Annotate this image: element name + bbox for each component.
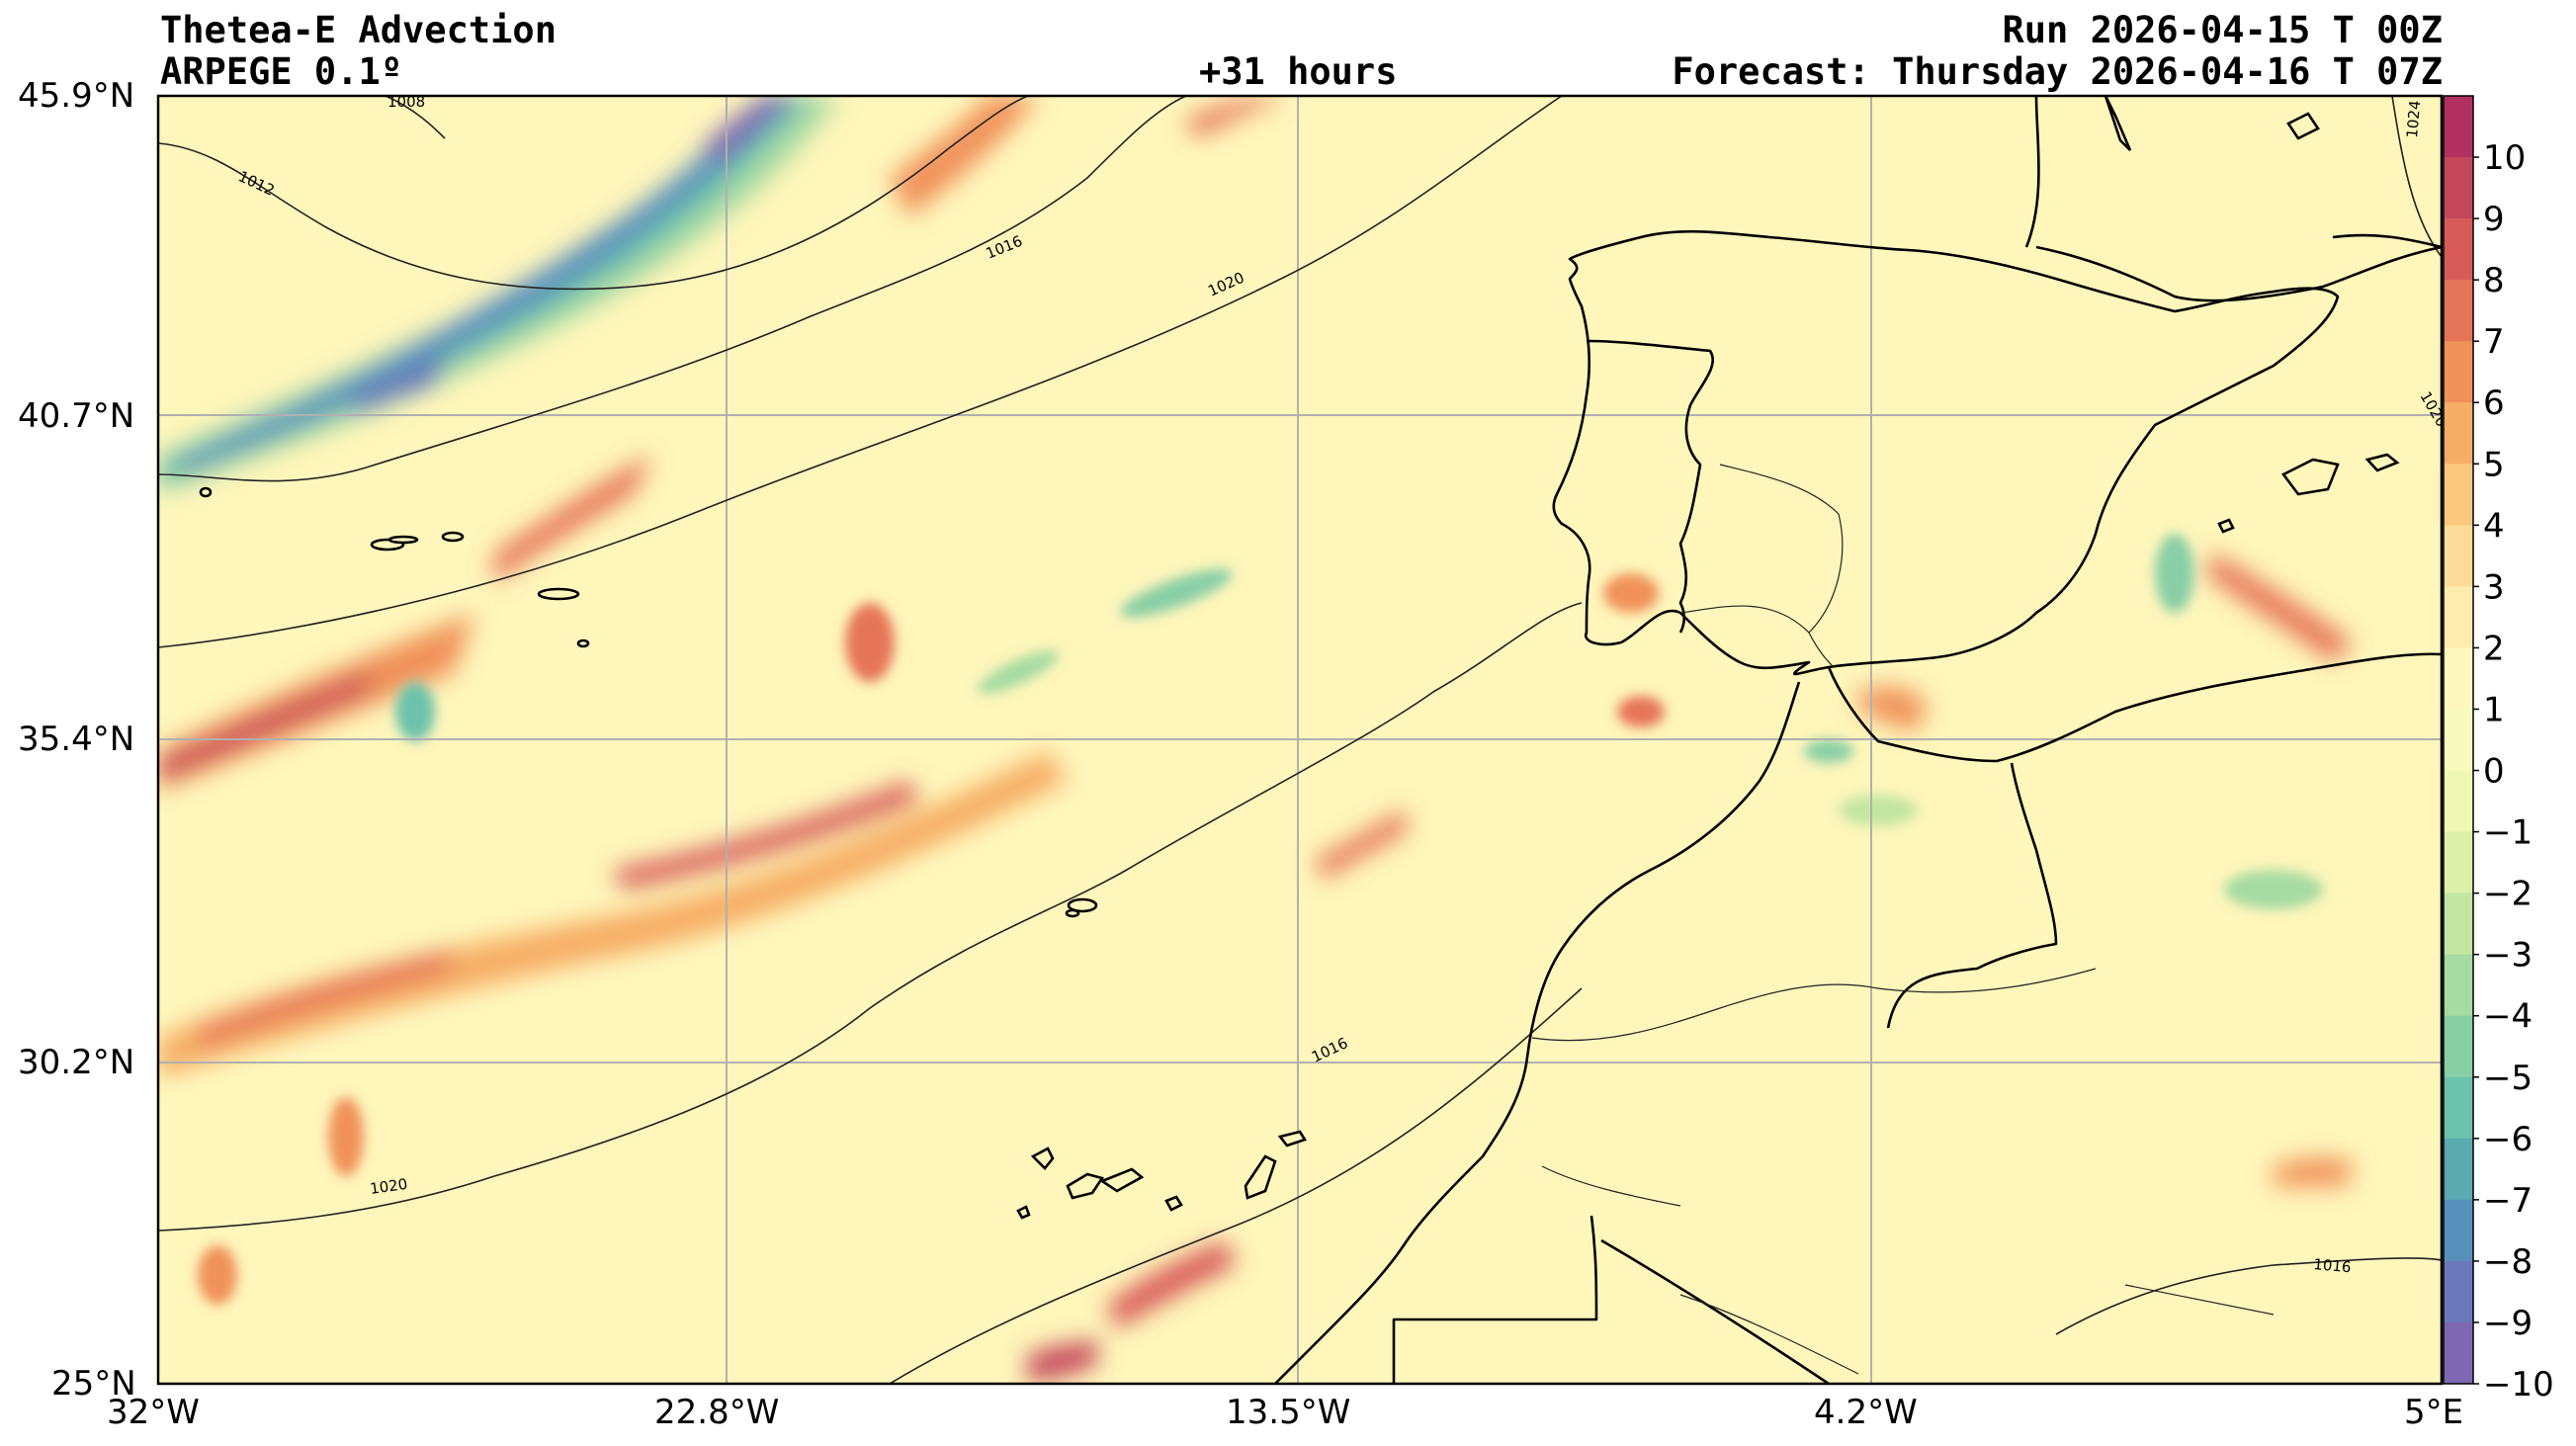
colorbar-label: 8: [2483, 261, 2505, 300]
colorbar-label: −5: [2483, 1059, 2533, 1098]
islands: [199, 96, 2400, 1220]
colorbar-segment: [2444, 954, 2473, 1017]
lat-tick-label: 30.2°N: [18, 1043, 135, 1082]
lon-tick-label: 5°E: [2404, 1393, 2464, 1432]
lat-tick-label: 35.4°N: [18, 720, 135, 759]
colorbar-label: 5: [2483, 445, 2505, 484]
plot-frame: [156, 94, 2444, 1386]
colorbar-segment: [2444, 1138, 2473, 1201]
colorbar-label: 1: [2483, 690, 2505, 729]
isobar-label: 1016: [2313, 1255, 2353, 1276]
lat-tick-label: 25°N: [51, 1364, 136, 1403]
colorbar-segment: [2444, 1076, 2473, 1140]
colorbar-segment: [2444, 218, 2473, 281]
colorbar-label: 10: [2483, 138, 2526, 178]
isobar-label: 1024: [2403, 100, 2424, 139]
lon-tick-label: 22.8°W: [654, 1393, 780, 1432]
model-label: ARPEGE 0.1º: [160, 50, 403, 93]
colorbar-label: −4: [2483, 997, 2533, 1037]
colorbar-label: −9: [2483, 1304, 2533, 1343]
colorbar-segment: [2444, 280, 2473, 342]
colorbar-label: 4: [2483, 506, 2505, 546]
colorbar-segment: [2444, 157, 2473, 219]
colorbar-segment: [2444, 647, 2473, 710]
colorbar-label: −10: [2483, 1365, 2554, 1404]
colorbar-segment: [2444, 464, 2473, 526]
colorbar-segment: [2444, 525, 2473, 587]
convective-cells: [198, 534, 2323, 1305]
lon-tick-label: 4.2°W: [1814, 1393, 1918, 1432]
positive-advection-bands: [158, 96, 2353, 1384]
colorbar-label: −3: [2483, 936, 2533, 976]
colorbar-segment: [2444, 1015, 2473, 1078]
colorbar-segment: [2444, 1260, 2473, 1323]
colorbar-label: −7: [2483, 1181, 2533, 1221]
colorbar-label: −1: [2483, 813, 2533, 853]
lon-tick-label: 32°W: [107, 1393, 200, 1432]
lead-time-label: +31 hours: [1199, 50, 1398, 93]
negative-advection-band: [158, 96, 840, 494]
colorbar-segment: [2444, 770, 2473, 833]
colorbar-segment: [2444, 831, 2473, 894]
map-title: Thetea-E Advection: [160, 9, 557, 51]
colorbar-segment: [2444, 893, 2473, 956]
colorbar-segment: [2444, 402, 2473, 465]
colorbar-label: 7: [2483, 322, 2505, 362]
isobar-label: 1008: [387, 93, 425, 111]
lat-tick-label: 40.7°N: [18, 396, 135, 436]
advection-field: 1008 1012 1016 1020 1016 1020 1016 1024 …: [158, 93, 2442, 1384]
lat-tick-label: 45.9°N: [18, 76, 135, 116]
isobars: [158, 96, 2442, 1384]
colorbar-label: 3: [2483, 567, 2505, 607]
forecast-label: Forecast: Thursday 2026-04-16 T 07Z: [1672, 50, 2443, 93]
lon-tick-label: 13.5°W: [1226, 1393, 1351, 1432]
colorbar-label: 0: [2483, 752, 2505, 792]
graticule: [158, 96, 2442, 1384]
run-label: Run 2026-04-15 T 00Z: [2002, 9, 2443, 51]
colorbar-segment: [2444, 709, 2473, 772]
colorbar-label: 2: [2483, 629, 2505, 668]
colorbar-label: 9: [2483, 200, 2505, 239]
colorbar-label: −8: [2483, 1242, 2533, 1282]
colorbar-segment: [2444, 341, 2473, 403]
colorbar-segment: [2444, 1199, 2473, 1262]
colorbar-label: −2: [2483, 875, 2533, 914]
colorbar-label: −6: [2483, 1120, 2533, 1159]
colorbar-segment: [2444, 1321, 2473, 1385]
colorbar-segment: [2444, 96, 2473, 158]
colorbar-segment: [2444, 586, 2473, 648]
regional-borders: [1531, 464, 2275, 1375]
colorbar-label: 6: [2483, 383, 2505, 423]
colorbar-frame: [2443, 95, 2474, 1385]
isobar-label: 1020: [369, 1175, 408, 1198]
